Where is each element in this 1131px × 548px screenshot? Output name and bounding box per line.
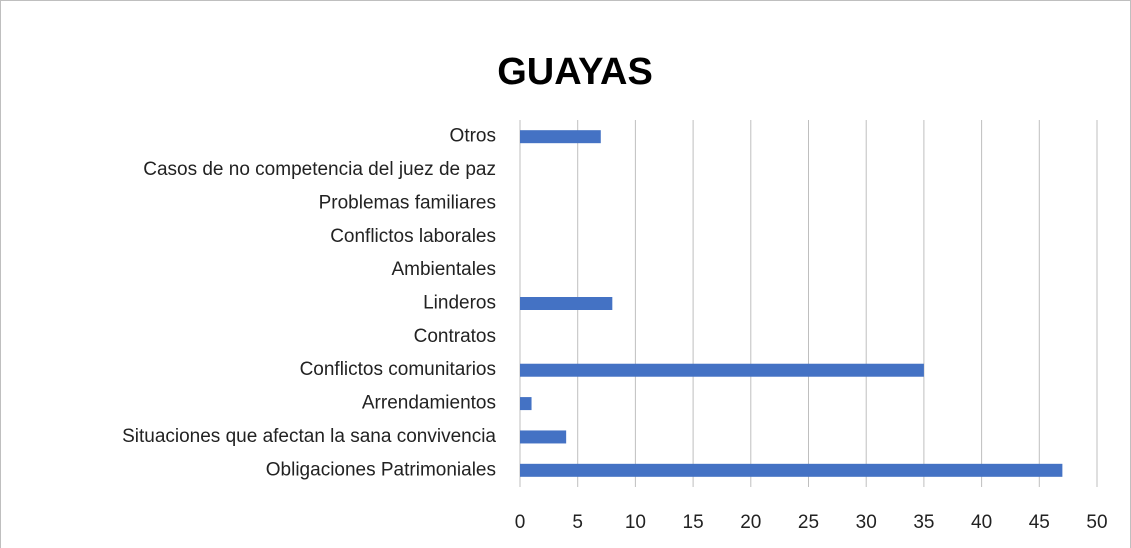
- y-tick-label: Casos de no competencia del juez de paz: [143, 159, 496, 180]
- y-tick-label: Obligaciones Patrimoniales: [266, 459, 496, 480]
- bar: [520, 297, 613, 310]
- x-tick-label: 40: [971, 512, 992, 533]
- x-tick-label: 20: [740, 512, 761, 533]
- bar: [520, 430, 567, 444]
- x-tick-label: 50: [1086, 512, 1107, 533]
- y-tick-label: Conflictos laborales: [330, 226, 496, 247]
- y-tick-label: Problemas familiares: [319, 192, 496, 213]
- x-tick-label: 30: [856, 512, 877, 533]
- x-tick-label: 5: [572, 512, 583, 533]
- bar: [520, 363, 924, 377]
- y-tick-label: Conflictos comunitarios: [300, 359, 496, 380]
- y-tick-label: Situaciones que afectan la sana conviven…: [122, 426, 496, 447]
- y-tick-label: Contratos: [414, 326, 496, 347]
- x-tick-label: 0: [515, 512, 526, 533]
- y-tick-label: Otros: [450, 126, 496, 147]
- x-tick-label: 35: [913, 512, 934, 533]
- y-tick-label: Linderos: [423, 293, 496, 314]
- bar: [520, 130, 601, 144]
- bar: [520, 463, 1063, 477]
- y-tick-label: Ambientales: [391, 259, 496, 280]
- chart-title: GUAYAS: [497, 51, 653, 93]
- x-tick-label: 25: [798, 512, 819, 533]
- x-tick-label: 45: [1029, 512, 1050, 533]
- bar: [520, 397, 532, 411]
- y-tick-label: Arrendamientos: [362, 393, 496, 414]
- x-tick-label: 10: [625, 512, 646, 533]
- x-tick-label: 15: [683, 512, 704, 533]
